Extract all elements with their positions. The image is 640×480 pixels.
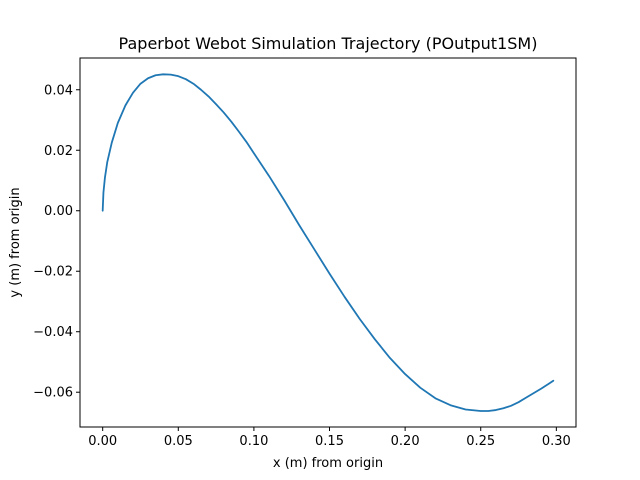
axes-frame: [79, 57, 577, 428]
x-tick-label: 0.10: [239, 434, 268, 449]
trajectory-line: [101, 73, 555, 412]
x-tick-label: 0.20: [391, 434, 420, 449]
y-tick-label: 0.02: [44, 144, 73, 159]
chart-title: Paperbot Webot Simulation Trajectory (PO…: [119, 34, 538, 53]
y-tick-label: 0.00: [44, 204, 73, 219]
x-tick-label: 0.25: [466, 434, 495, 449]
x-axis-label: x (m) from origin: [273, 456, 383, 471]
y-tick-label: −0.04: [33, 325, 73, 340]
y-tick-label: 0.04: [44, 83, 73, 98]
y-tick-label: −0.06: [33, 386, 73, 401]
x-tick-label: 0.30: [542, 434, 571, 449]
x-axis-ticks: 0.00 0.05 0.10 0.15 0.20 0.25 0.30: [88, 427, 571, 449]
y-axis-ticks: 0.04 0.02 0.00 −0.02 −0.04 −0.06: [33, 83, 80, 401]
x-tick-label: 0.15: [315, 434, 344, 449]
x-tick-label: 0.05: [164, 434, 193, 449]
y-axis-label: y (m) from origin: [8, 187, 23, 297]
y-tick-label: −0.02: [33, 265, 73, 280]
plot-area: [79, 57, 577, 428]
x-tick-label: 0.00: [88, 434, 117, 449]
